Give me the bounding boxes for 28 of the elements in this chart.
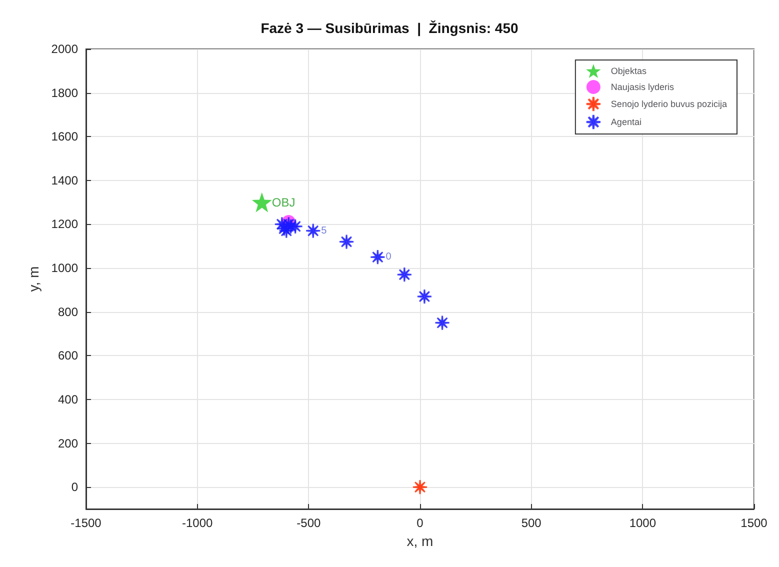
legend-label: Objektas [610,66,647,76]
legend-label: Naujasis lyderis [610,82,674,92]
y-tick-label: 1800 [51,86,78,100]
y-axis-title: y, m [25,266,42,292]
y-tick-label: 1000 [51,261,78,276]
x-tick-label: 1000 [629,516,656,530]
y-tick-label: 1400 [51,173,78,188]
x-tick-label: 1500 [740,516,768,530]
y-tick-label: 400 [58,392,78,406]
x-tick-label: -500 [296,516,321,530]
x-tick-label: -1500 [70,516,102,530]
annotation: 5 [321,225,328,236]
legend-label: Senojo lyderio buvus pozicija [610,99,728,109]
y-tick-label: 0 [71,480,78,494]
annotation: OBJ [272,195,296,210]
y-tick-label: 200 [58,436,78,450]
y-tick-label: 2000 [51,42,78,56]
x-tick-label: 500 [521,516,542,530]
x-tick-label: 0 [416,516,424,530]
annotation: 0 [386,252,392,263]
chart-title: Fazė 3 — Susibūrimas | Žingsnis: 450 [260,20,518,37]
y-tick-label: 1600 [51,130,78,144]
legend-label: Agentai [610,117,642,127]
y-tick-label: 1200 [51,217,78,232]
y-tick-label: 800 [58,304,78,319]
y-tick-label: 600 [58,348,78,363]
x-axis-title: x, m [406,532,434,549]
x-tick-label: -1000 [182,516,213,530]
